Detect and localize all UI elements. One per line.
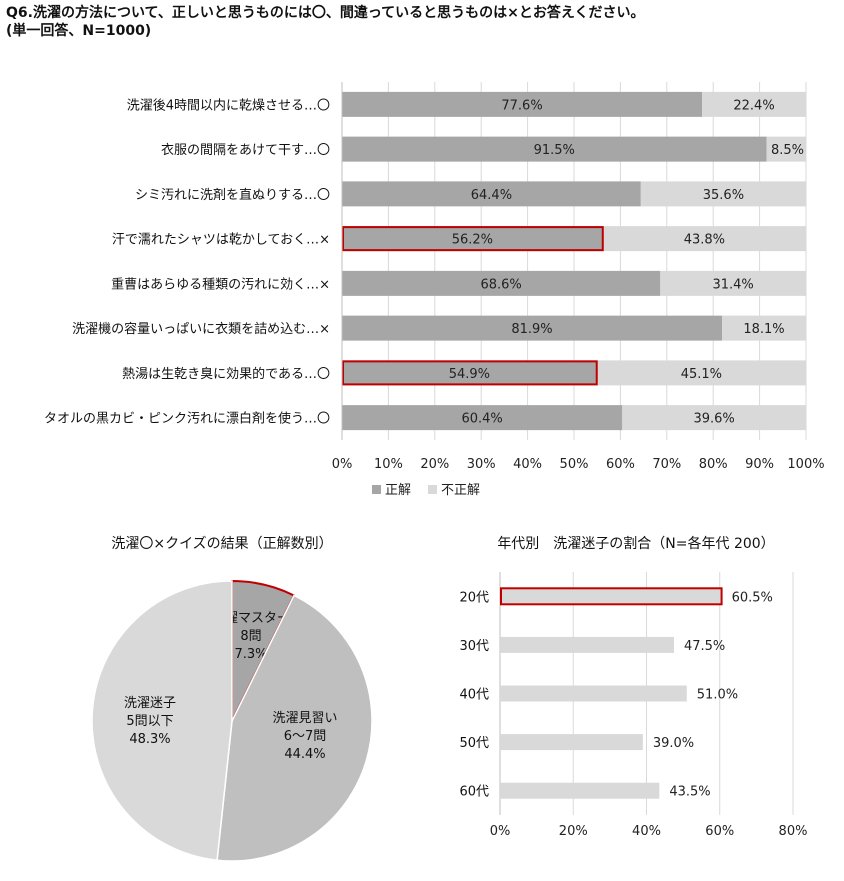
bar-segment-incorrect bbox=[702, 91, 806, 117]
x-tick-label: 80% bbox=[699, 457, 728, 472]
bar-segment-incorrect bbox=[622, 405, 806, 431]
data-label: 31.4% bbox=[712, 277, 753, 292]
legend-swatch bbox=[428, 485, 437, 494]
category-label: タオルの黒カビ・ピンク汚れに漂白剤を使う…〇 bbox=[44, 411, 330, 427]
bar-segment-incorrect bbox=[596, 360, 806, 386]
data-label: 54.9% bbox=[449, 367, 490, 382]
data-label: 43.8% bbox=[684, 233, 725, 248]
slice-value: 48.3% bbox=[129, 732, 170, 747]
category-label: 40代 bbox=[459, 688, 489, 703]
category-label: 洗濯機の容量いっぱいに衣類を詰め込む…× bbox=[72, 321, 330, 337]
page-title-line2: (単一回答、N=1000) bbox=[6, 23, 152, 39]
data-label: 39.6% bbox=[693, 412, 734, 427]
data-label: 47.5% bbox=[684, 639, 725, 654]
slice-name: 洗濯見習い bbox=[272, 711, 337, 726]
bar-segment-incorrect bbox=[602, 226, 806, 252]
data-label: 18.1% bbox=[743, 322, 784, 337]
data-label: 22.4% bbox=[733, 98, 774, 113]
legend-label: 正解 bbox=[385, 483, 411, 498]
x-tick-label: 30% bbox=[467, 457, 496, 472]
data-label: 35.6% bbox=[703, 188, 744, 203]
highlight-box bbox=[342, 360, 598, 386]
x-tick-label: 80% bbox=[779, 824, 808, 839]
data-label: 51.0% bbox=[697, 688, 738, 703]
x-tick-label: 20% bbox=[559, 824, 588, 839]
data-label: 45.1% bbox=[681, 367, 722, 382]
category-label: 30代 bbox=[459, 639, 489, 654]
slice-name: 洗濯迷子 bbox=[124, 696, 176, 711]
slice-value: 7.3% bbox=[234, 647, 267, 662]
pie-slice bbox=[231, 579, 296, 722]
data-label: 64.4% bbox=[471, 188, 512, 203]
bar-segment-incorrect bbox=[766, 136, 806, 162]
pie-slice bbox=[91, 580, 233, 862]
data-label: 68.6% bbox=[480, 277, 521, 292]
legend-label: 不正解 bbox=[441, 483, 480, 498]
data-label: 56.2% bbox=[452, 233, 493, 248]
x-tick-label: 60% bbox=[705, 824, 734, 839]
category-label: 汗で濡れたシャツは乾かしておく…× bbox=[112, 233, 330, 248]
bar-segment-incorrect bbox=[640, 181, 806, 207]
category-label: 60代 bbox=[459, 785, 489, 800]
category-label: 20代 bbox=[459, 590, 489, 605]
data-label: 91.5% bbox=[534, 143, 575, 158]
bar-segment-correct bbox=[342, 136, 767, 162]
page-title-line1: Q6.洗濯の方法について、正しいと思うものには〇、間違っていると思うものは×とお… bbox=[6, 5, 645, 21]
legend-swatch bbox=[372, 485, 381, 494]
x-tick-label: 90% bbox=[745, 457, 774, 472]
category-label: シミ汚れに洗剤を直ぬりする…〇 bbox=[135, 187, 330, 203]
slice-value: 44.4% bbox=[284, 747, 325, 762]
data-label: 60.4% bbox=[461, 412, 502, 427]
age-chart-title: 年代別 洗濯迷子の割合（N=各年代 200） bbox=[497, 535, 774, 552]
bar bbox=[500, 734, 643, 751]
category-label: 50代 bbox=[459, 736, 489, 751]
x-tick-label: 100% bbox=[787, 457, 824, 472]
bar-segment-correct bbox=[342, 181, 641, 207]
x-tick-label: 40% bbox=[513, 457, 542, 472]
bar bbox=[500, 685, 687, 702]
x-tick-label: 40% bbox=[632, 824, 661, 839]
data-label: 77.6% bbox=[501, 98, 542, 113]
stacked-bar-chart: 0% 10% 20% 30% 40% 50% 60% 70% 80% 90% 100% 洗濯後4時間以… bbox=[44, 82, 825, 498]
x-tick-label: 50% bbox=[560, 457, 589, 472]
data-label: 43.5% bbox=[669, 785, 710, 800]
x-tick-label: 10% bbox=[374, 457, 403, 472]
bar-segment-incorrect bbox=[722, 315, 806, 341]
data-label: 60.5% bbox=[732, 590, 773, 605]
slice-sub: 5問以下 bbox=[126, 714, 173, 729]
category-label: 熱湯は生乾き臭に効果的である…〇 bbox=[122, 366, 330, 382]
bar-segment-correct bbox=[342, 270, 661, 296]
highlight-box bbox=[500, 587, 723, 606]
bar-segment-correct bbox=[342, 315, 723, 341]
bar-segment-correct bbox=[342, 360, 597, 386]
bar-segment-correct bbox=[342, 405, 623, 431]
highlight-box bbox=[342, 226, 604, 252]
bar bbox=[500, 636, 674, 653]
x-tick-label: 0% bbox=[490, 824, 511, 839]
x-tick-label: 20% bbox=[420, 457, 449, 472]
x-tick-label: 0% bbox=[332, 457, 353, 472]
bar bbox=[500, 588, 722, 605]
pie-slice bbox=[216, 594, 373, 862]
bar-segment-incorrect bbox=[660, 270, 806, 296]
x-tick-label: 70% bbox=[652, 457, 681, 472]
slice-name: 洗濯マスター bbox=[212, 611, 290, 626]
category-label: 衣服の間隔をあけて干す…〇 bbox=[161, 142, 330, 158]
bar bbox=[500, 782, 660, 799]
data-label: 81.9% bbox=[511, 322, 552, 337]
slice-sub: 6～7問 bbox=[284, 729, 327, 744]
data-label: 39.0% bbox=[653, 736, 694, 751]
category-label: 重曹はあらゆる種類の汚れに効く…× bbox=[111, 276, 330, 292]
data-label: 8.5% bbox=[771, 143, 804, 158]
slice-sub: 8問 bbox=[240, 629, 261, 644]
bar-segment-correct bbox=[342, 226, 603, 252]
pie-title: 洗濯〇×クイズの結果（正解数別） bbox=[111, 536, 332, 552]
x-tick-label: 60% bbox=[606, 457, 635, 472]
bar-segment-correct bbox=[342, 91, 703, 117]
category-label: 洗濯後4時間以内に乾燥させる…〇 bbox=[127, 97, 330, 113]
